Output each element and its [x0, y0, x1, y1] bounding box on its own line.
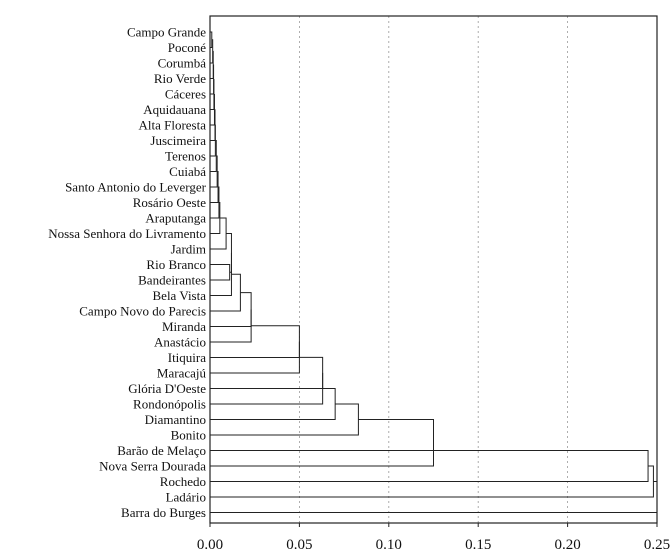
leaf-label: Glória D'Oeste	[128, 381, 206, 396]
x-tick-label: 0.05	[286, 537, 312, 553]
dendrogram-link	[210, 372, 324, 405]
dendrogram-link	[210, 341, 300, 374]
dendrogram-link	[210, 325, 300, 358]
leaf-label: Miranda	[162, 319, 206, 334]
leaf-label: Cuiabá	[169, 164, 206, 179]
dendrogram-link	[210, 292, 252, 327]
leaf-label: Araputanga	[145, 211, 206, 226]
dendrogram-link	[210, 356, 324, 389]
x-tick-label: 0.20	[554, 537, 580, 553]
leaf-label: Poconé	[168, 40, 207, 55]
leaf-label: Rondonópolis	[133, 397, 206, 412]
dendrogram-link	[210, 252, 232, 296]
leaf-label: Santo Antonio do Leverger	[65, 180, 207, 195]
dendrogram-link	[210, 109, 216, 141]
leaf-label: Rio Verde	[154, 71, 206, 86]
dendrogram-link	[210, 434, 434, 467]
leaf-label: Bandeirantes	[138, 273, 206, 288]
leaf-label: Barra do Burges	[121, 505, 206, 520]
leaf-label: Rosário Oeste	[133, 195, 207, 210]
leaf-label: Terenos	[165, 149, 206, 164]
x-tick-label: 0.25	[644, 537, 670, 553]
leaf-label: Maracajú	[157, 366, 207, 381]
leaf-label: Aquidauana	[143, 102, 206, 117]
leaf-label: Bela Vista	[153, 288, 207, 303]
leaf-label: Jardim	[171, 242, 206, 257]
dendrogram-link	[226, 233, 232, 273]
leaf-label: Nova Serra Dourada	[99, 459, 206, 474]
dendrogram-links	[210, 31, 658, 513]
leaf-label: Bonito	[171, 428, 206, 443]
x-tick-label: 0.00	[197, 537, 223, 553]
leaf-label: Rochedo	[160, 474, 206, 489]
leaf-label: Itiquira	[168, 350, 206, 365]
plot-frame	[209, 15, 658, 524]
leaf-label: Anastácio	[154, 335, 206, 350]
leaf-label: Barão de Melaço	[117, 443, 206, 458]
leaf-label: Alta Floresta	[138, 118, 206, 133]
x-tick-label: 0.15	[465, 537, 491, 553]
leaf-label: Corumbá	[158, 56, 207, 71]
leaf-label: Juscimeira	[150, 133, 206, 148]
leaf-label: Ladário	[166, 490, 206, 505]
leaf-label: Cáceres	[165, 87, 206, 102]
x-tick-label: 0.10	[376, 537, 402, 553]
leaf-label: Diamantino	[145, 412, 206, 427]
leaf-label: Nossa Senhora do Livramento	[48, 226, 206, 241]
x-axis-ticks: 0.00 0.05 0.10 0.15 0.20 0.25	[197, 523, 670, 553]
dendrogram-link	[210, 309, 252, 343]
leaf-label: Campo Grande	[127, 25, 206, 40]
leaf-label: Campo Novo do Parecis	[79, 304, 206, 319]
leaf-label: Rio Branco	[146, 257, 206, 272]
dendrogram-link	[210, 264, 231, 281]
